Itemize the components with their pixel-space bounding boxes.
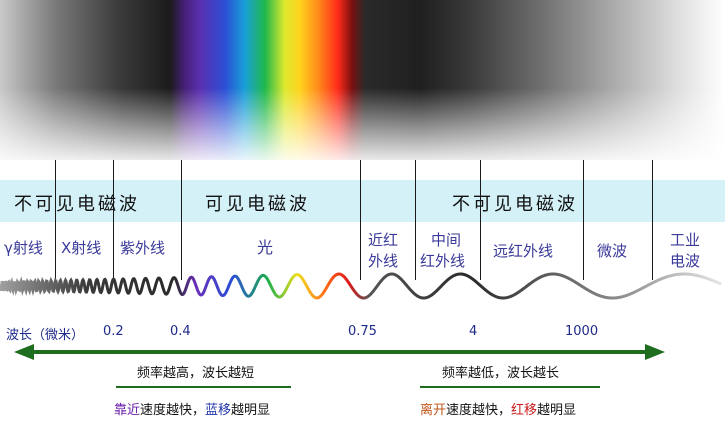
band-near-ir-line1: 近红: [368, 231, 399, 249]
wavelength-tick-0-4: 0.4: [170, 324, 191, 339]
category-band: [0, 180, 725, 222]
divider-uv-visible: [181, 160, 182, 280]
divider-nir-mir: [415, 160, 416, 280]
obvious-text-right: 越明显: [537, 403, 577, 418]
frequency-arrow: [14, 344, 665, 360]
band-mid-ir-line2: 红外线: [420, 252, 466, 270]
band-radio-line2: 电波: [670, 252, 701, 270]
band-mid-ir-line1: 中间: [431, 231, 462, 249]
wavelength-label: 波长（微米）: [6, 328, 85, 343]
band-near-ir-line2: 外线: [368, 252, 399, 270]
band-uv: 紫外线: [120, 239, 166, 257]
wavelength-tick-4: 4: [469, 324, 478, 339]
note-left-underline: [116, 386, 291, 388]
band-gamma: γ射线: [4, 239, 43, 257]
category-visible: 可见电磁波: [205, 194, 310, 215]
wavelength-tick-0-75: 0.75: [348, 324, 377, 339]
divider-x-uv: [113, 160, 114, 280]
obvious-text-left: 越明显: [231, 403, 271, 418]
note-right-frequency: 频率越低，波长越长: [442, 366, 560, 381]
divider-fir-microwave: [583, 160, 584, 280]
em-wave: [0, 272, 722, 300]
divider-gamma-x: [55, 160, 56, 280]
note-right-redshift: 离开速度越快，红移越明显: [420, 399, 576, 418]
band-xray: X射线: [61, 239, 102, 257]
band-light: 光: [257, 238, 274, 257]
category-invisible-left: 不可见电磁波: [14, 194, 140, 215]
band-far-ir: 远红外线: [493, 242, 554, 260]
blueshift-text: 蓝移: [205, 403, 232, 418]
note-left-blueshift: 靠近速度越快，蓝移越明显: [114, 399, 270, 418]
band-radio-line1: 工业: [670, 231, 701, 249]
redshift-text: 红移: [511, 403, 538, 418]
speed-text-left: 速度越快，: [140, 403, 206, 418]
approach-text: 靠近: [114, 403, 141, 418]
category-invisible-right: 不可见电磁波: [452, 194, 578, 215]
note-right-underline: [420, 386, 600, 388]
wavelength-tick-0-2: 0.2: [103, 324, 124, 339]
divider-microwave-radio: [652, 160, 653, 280]
recede-text: 离开: [420, 403, 447, 418]
divider-mir-fir: [480, 160, 481, 280]
note-left-frequency: 频率越高，波长越短: [137, 366, 255, 381]
speed-text-right: 速度越快，: [446, 403, 512, 418]
divider-visible-nir: [360, 160, 361, 280]
band-microwave: 微波: [597, 242, 628, 260]
wavelength-tick-1000: 1000: [565, 324, 599, 339]
spectrum-gradient-band: [0, 0, 725, 160]
